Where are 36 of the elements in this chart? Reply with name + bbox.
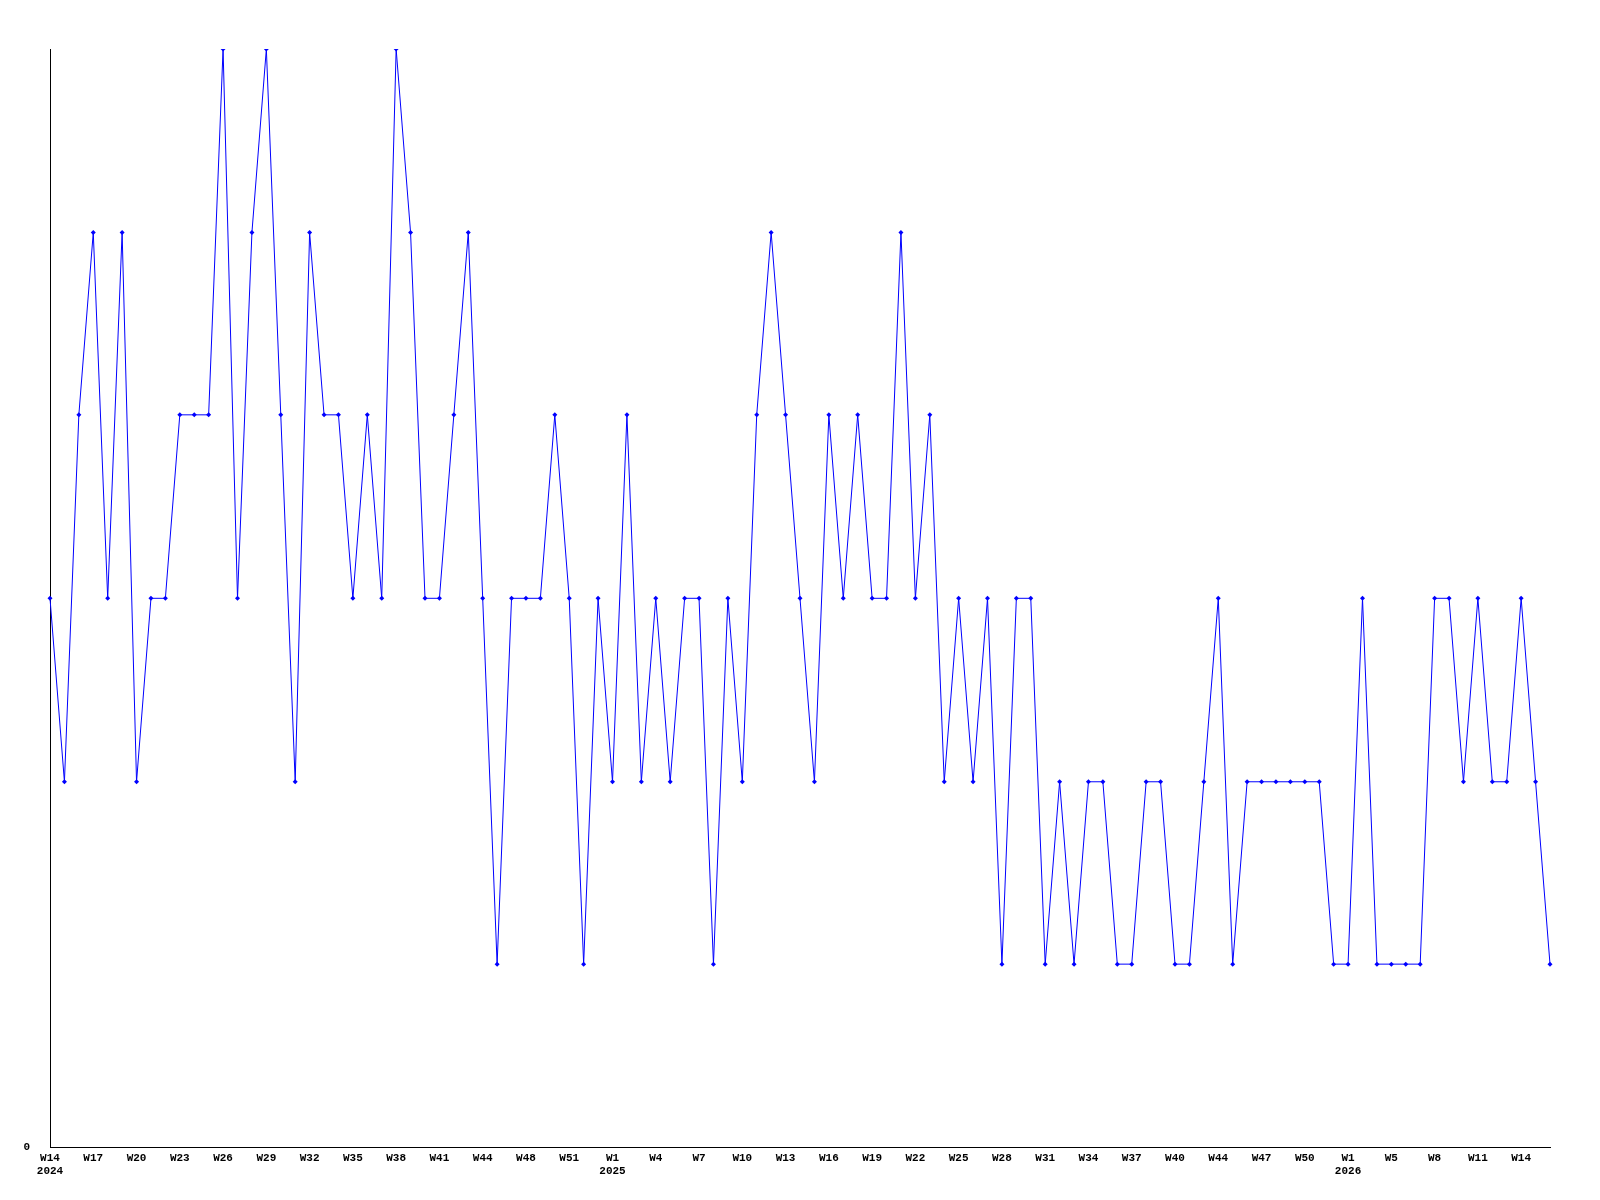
- x-tick-label: W25: [948, 1151, 969, 1164]
- x-tick-label: W28: [992, 1151, 1013, 1164]
- x-tick-label: W1 2026: [1334, 1151, 1362, 1178]
- x-tick-label: W16: [818, 1151, 839, 1164]
- x-tick-label: W34: [1078, 1151, 1099, 1164]
- x-tick-label: W19: [862, 1151, 883, 1164]
- x-tick-label: W41: [429, 1151, 450, 1164]
- x-tick-label: W11: [1467, 1151, 1489, 1164]
- x-tick-label: W20: [126, 1151, 147, 1164]
- x-tick-label: W22: [905, 1151, 926, 1164]
- x-tick-label: W44: [1208, 1151, 1229, 1164]
- x-tick-label: W5: [1384, 1151, 1399, 1164]
- x-tick-label: W32: [299, 1151, 320, 1164]
- x-tick-label: W29: [256, 1151, 277, 1164]
- x-tick-label: W13: [775, 1151, 796, 1164]
- x-tick-label: W37: [1121, 1151, 1142, 1164]
- x-tick-label: W14: [1511, 1151, 1532, 1164]
- x-tick-label: W4: [649, 1151, 663, 1164]
- x-tick-label: W8: [1428, 1151, 1442, 1164]
- x-tick-label: W7: [692, 1151, 706, 1164]
- x-tick-label: W50: [1294, 1151, 1315, 1164]
- x-tick-label: W51: [559, 1151, 580, 1164]
- x-tick-label: W26: [213, 1151, 233, 1164]
- x-tick-label: W1 2025: [599, 1151, 627, 1178]
- text: 0: [23, 1141, 30, 1154]
- x-tick-label: W35: [342, 1151, 364, 1164]
- x-tick-label: W44: [472, 1151, 493, 1164]
- x-tick-label: W31: [1035, 1151, 1056, 1164]
- x-tick-label: W40: [1165, 1151, 1185, 1164]
- x-tick-label: W23: [169, 1151, 191, 1164]
- x-tick-label: W48: [516, 1151, 537, 1164]
- x-tick-label: W17: [83, 1151, 104, 1164]
- x-tick-label: W38: [386, 1151, 407, 1164]
- x-tick-label: W14 2024: [36, 1151, 64, 1178]
- x-tick-label: W10: [732, 1151, 753, 1164]
- x-tick-label: W47: [1251, 1151, 1272, 1164]
